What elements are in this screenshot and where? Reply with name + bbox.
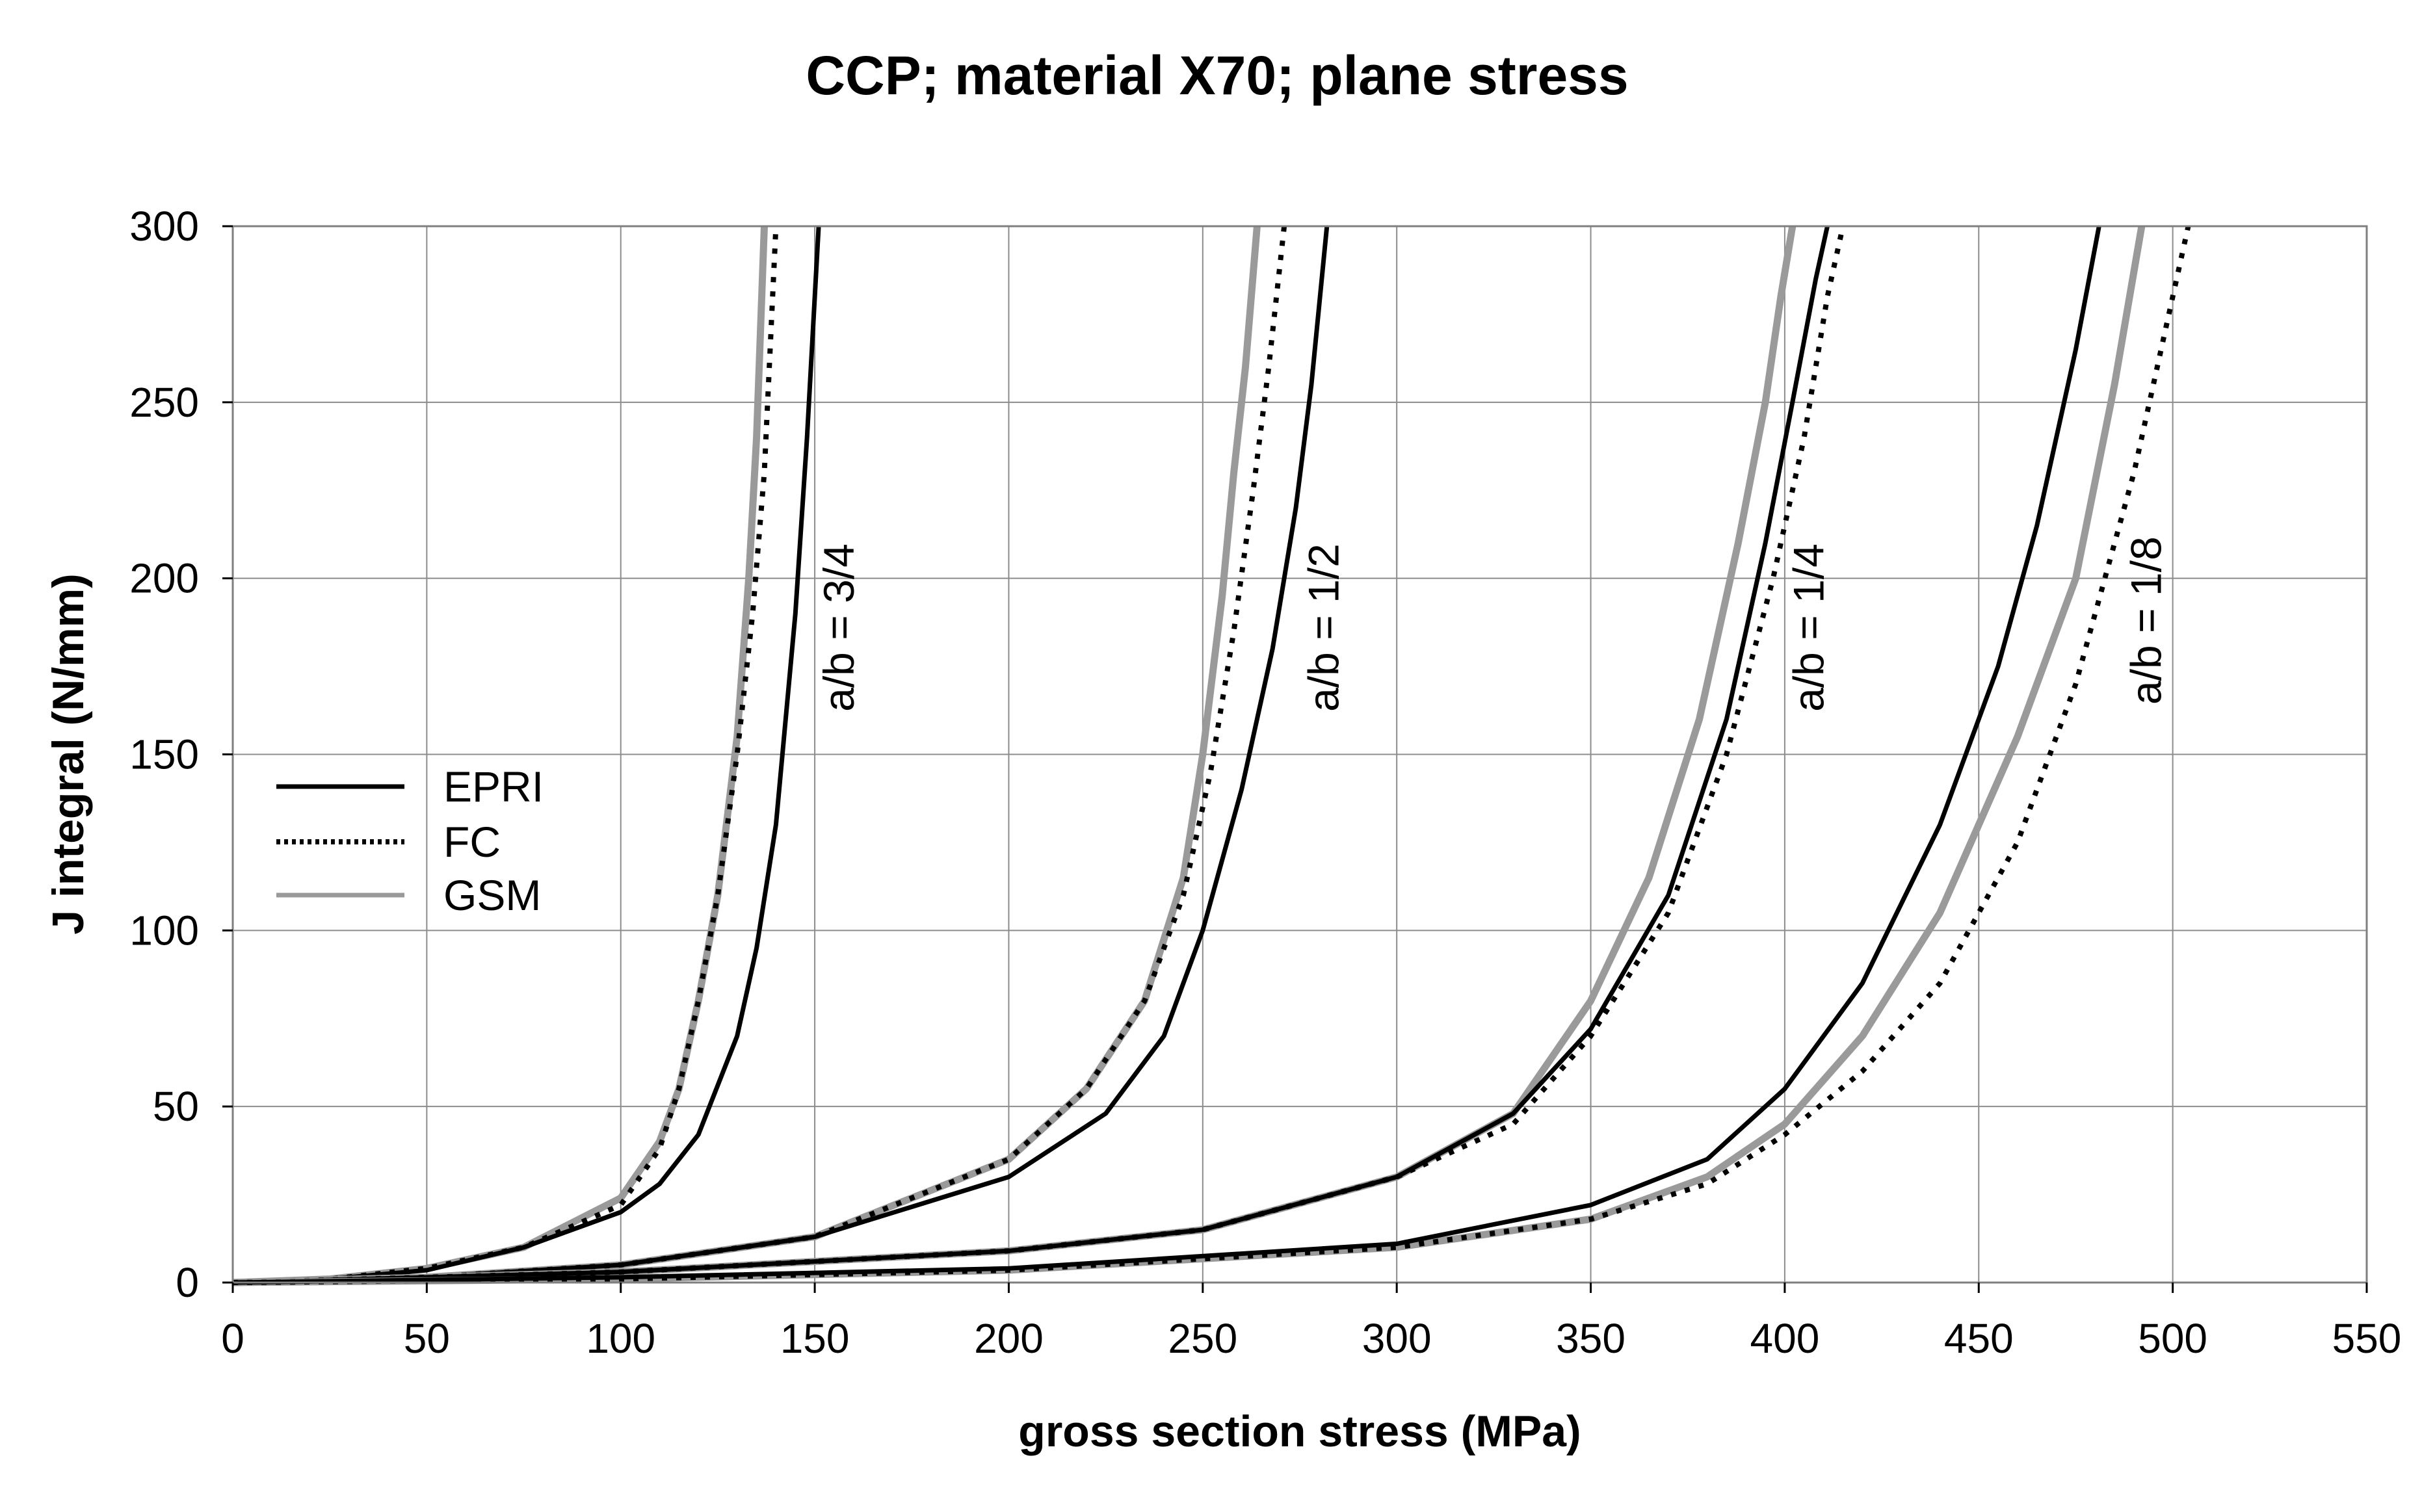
legend-label-epri: EPRI [443, 763, 544, 811]
y-tick-label: 150 [129, 731, 199, 778]
y-axis-ticks: 0 50 100 150 200 250 300 [129, 203, 233, 1306]
x-tick-label: 450 [1944, 1315, 2014, 1362]
y-tick-label: 250 [129, 379, 199, 426]
curve-epri-group-3 [232, 226, 1830, 1285]
x-tick-label: 100 [586, 1315, 655, 1362]
legend: EPRI FC GSM [276, 763, 544, 919]
x-axis-ticks: 0 50 100 150 200 250 300 350 400 450 500 550 [221, 1283, 2401, 1362]
legend-label-fc: FC [443, 818, 501, 866]
curve-fc-group-1 [232, 226, 779, 1285]
x-tick-label: 50 [404, 1315, 450, 1362]
y-axis-title: J integral (N/mm) [44, 573, 93, 934]
legend-label-gsm: GSM [443, 871, 541, 919]
curve-epri-group-1 [232, 226, 821, 1285]
x-tick-label: 300 [1362, 1315, 1432, 1362]
y-tick-label: 300 [129, 203, 199, 250]
curve-label-group-1: a/b = 3/4 [815, 543, 863, 712]
y-tick-label: 50 [153, 1083, 199, 1130]
curve-label-group-4: a/b = 1/8 [2122, 536, 2170, 705]
x-tick-label: 400 [1750, 1315, 1820, 1362]
x-axis-title: gross section stress (MPa) [1018, 1407, 1581, 1456]
y-tick-label: 200 [129, 555, 199, 602]
curve-epri-group-2 [232, 226, 1330, 1285]
curve-label-group-3: a/b = 1/4 [1785, 543, 1833, 712]
x-tick-label: 550 [2332, 1315, 2402, 1362]
y-tick-label: 100 [129, 907, 199, 954]
curve-label-group-2: a/b = 1/2 [1300, 543, 1348, 712]
x-tick-label: 250 [1168, 1315, 1237, 1362]
x-tick-label: 500 [2138, 1315, 2207, 1362]
curve-epri-group-4 [232, 226, 2101, 1285]
x-tick-label: 150 [780, 1315, 850, 1362]
x-tick-label: 200 [974, 1315, 1044, 1362]
y-tick-label: 0 [176, 1259, 199, 1306]
x-tick-label: 350 [1556, 1315, 1626, 1362]
x-tick-label: 0 [221, 1315, 244, 1362]
curve-annotations: a/b = 3/4 a/b = 1/2 a/b = 1/4 a/b = 1/8 [815, 536, 2170, 712]
chart-title: CCP; material X70; plane stress [806, 45, 1628, 106]
series-layer [232, 226, 2191, 1286]
